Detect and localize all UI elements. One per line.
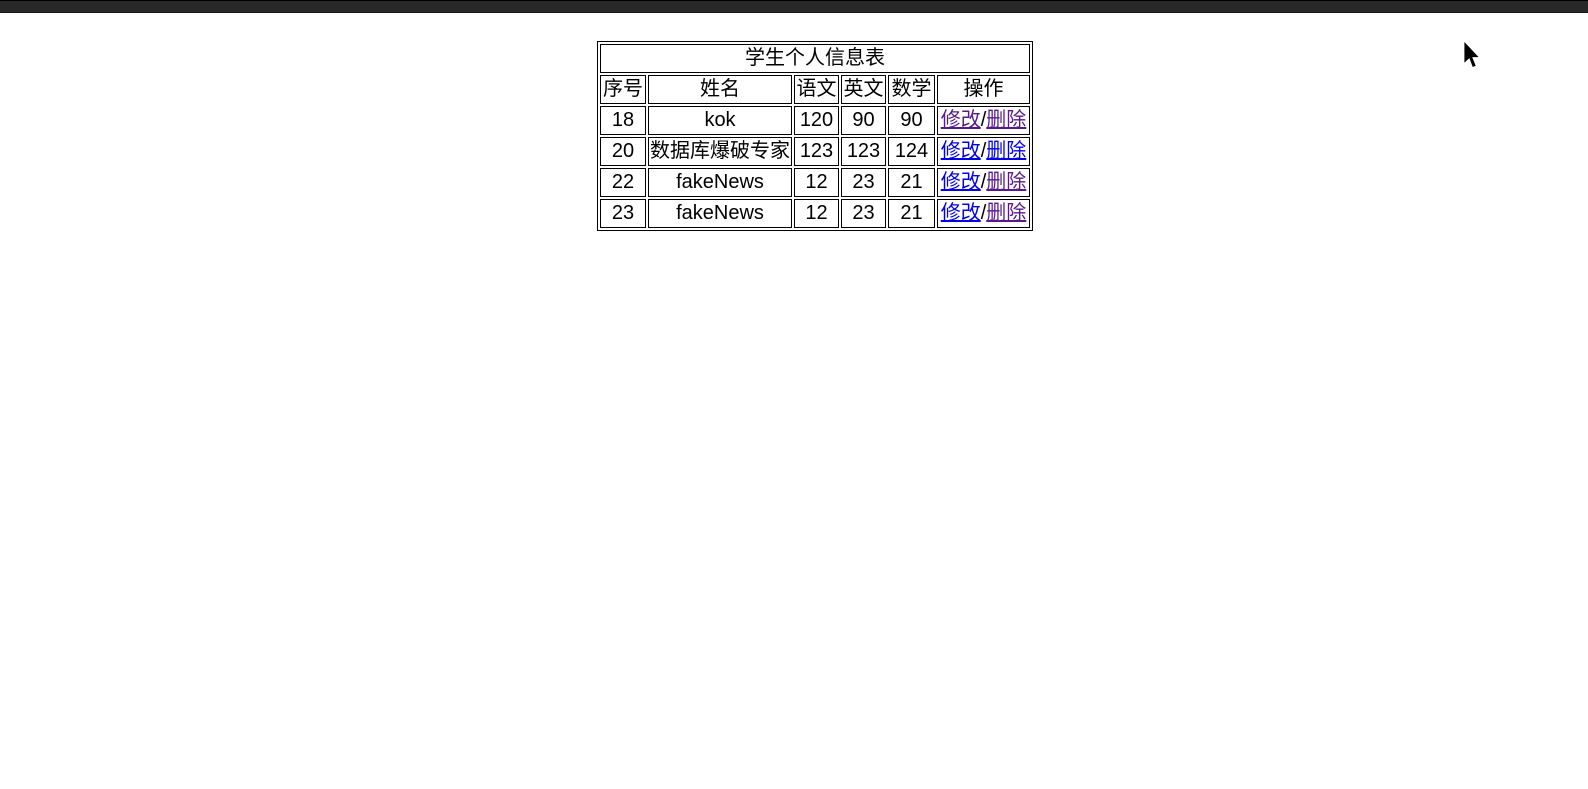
delete-link[interactable]: 删除 [986, 202, 1027, 224]
cell-math: 21 [888, 199, 935, 228]
cell-name: kok [648, 106, 792, 135]
link-separator: / [980, 109, 987, 131]
cell-chinese: 12 [794, 199, 839, 228]
edit-link[interactable]: 修改 [940, 202, 981, 224]
table-row: 23 fakeNews 12 23 21 修改/删除 [600, 199, 1030, 228]
link-separator: / [980, 140, 987, 162]
header-math: 数学 [888, 75, 935, 104]
cell-math: 90 [888, 106, 935, 135]
cell-chinese: 123 [794, 137, 839, 166]
cell-math: 124 [888, 137, 935, 166]
cell-operations: 修改/删除 [937, 106, 1030, 135]
cell-name: fakeNews [648, 168, 792, 197]
cell-chinese: 12 [794, 168, 839, 197]
cell-chinese: 120 [794, 106, 839, 135]
cell-id: 23 [600, 199, 646, 228]
cell-operations: 修改/删除 [937, 168, 1030, 197]
cell-english: 23 [841, 168, 886, 197]
header-chinese: 语文 [794, 75, 839, 104]
cell-id: 20 [600, 137, 646, 166]
delete-link[interactable]: 删除 [986, 140, 1027, 162]
link-separator: / [980, 171, 987, 193]
cell-operations: 修改/删除 [937, 199, 1030, 228]
cell-english: 90 [841, 106, 886, 135]
table-row: 20 数据库爆破专家 123 123 124 修改/删除 [600, 137, 1030, 166]
table-title: 学生个人信息表 [600, 44, 1030, 73]
table-header-row: 序号 姓名 语文 英文 数学 操作 [600, 75, 1030, 104]
cell-english: 123 [841, 137, 886, 166]
table-row: 18 kok 120 90 90 修改/删除 [600, 106, 1030, 135]
cell-english: 23 [841, 199, 886, 228]
cell-id: 22 [600, 168, 646, 197]
delete-link[interactable]: 删除 [986, 109, 1027, 131]
cell-id: 18 [600, 106, 646, 135]
header-name: 姓名 [648, 75, 792, 104]
edit-link[interactable]: 修改 [940, 140, 981, 162]
link-separator: / [980, 202, 987, 224]
table-title-row: 学生个人信息表 [600, 44, 1030, 73]
header-operations: 操作 [937, 75, 1030, 104]
cell-name: fakeNews [648, 199, 792, 228]
student-table-container: 学生个人信息表 序号 姓名 语文 英文 数学 操作 18 kok 120 90 … [597, 41, 1033, 231]
mouse-cursor-icon [1463, 41, 1481, 69]
cell-operations: 修改/删除 [937, 137, 1030, 166]
header-english: 英文 [841, 75, 886, 104]
table-row: 22 fakeNews 12 23 21 修改/删除 [600, 168, 1030, 197]
header-id: 序号 [600, 75, 646, 104]
student-info-table: 学生个人信息表 序号 姓名 语文 英文 数学 操作 18 kok 120 90 … [597, 41, 1033, 231]
edit-link[interactable]: 修改 [940, 109, 981, 131]
top-black-bar [0, 0, 1588, 13]
cell-math: 21 [888, 168, 935, 197]
edit-link[interactable]: 修改 [940, 171, 981, 193]
cell-name: 数据库爆破专家 [648, 137, 792, 166]
delete-link[interactable]: 删除 [986, 171, 1027, 193]
